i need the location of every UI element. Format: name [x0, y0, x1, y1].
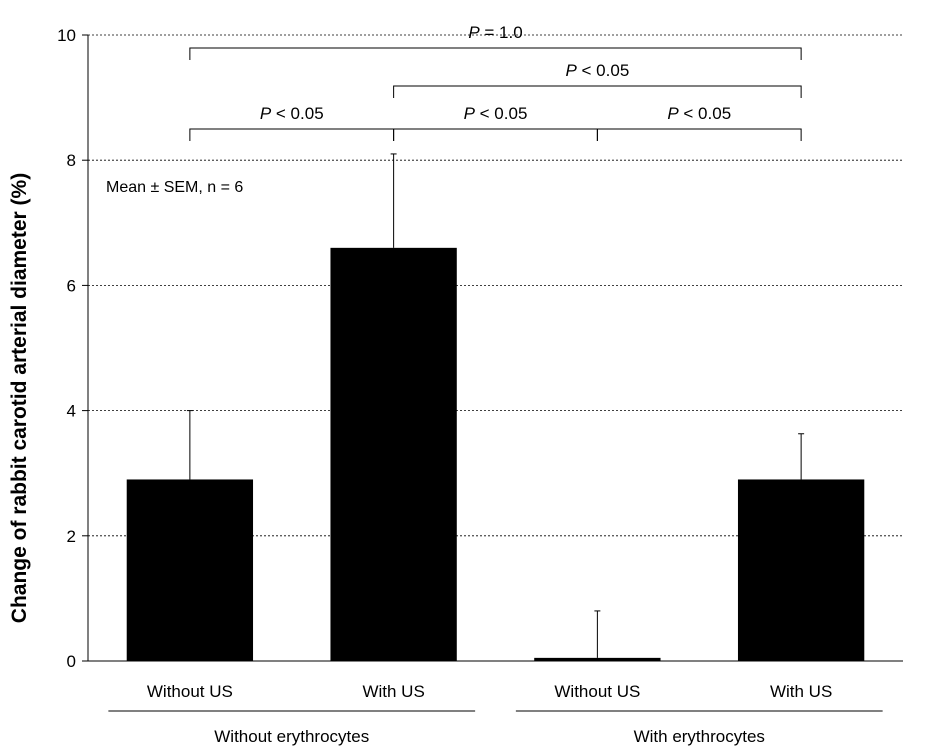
p-value-label: P = 1.0 — [468, 23, 522, 42]
category-label: With US — [770, 682, 832, 701]
group-label: With erythrocytes — [634, 727, 765, 746]
category-label: Without US — [554, 682, 640, 701]
axes — [82, 34, 903, 662]
significance-bracket — [393, 85, 802, 98]
y-tick-label: 0 — [67, 652, 76, 671]
p-value-label: P < 0.05 — [667, 104, 731, 123]
p-value-label: P < 0.05 — [565, 61, 629, 80]
category-label: Without US — [147, 682, 233, 701]
bar — [330, 247, 457, 661]
significance-bracket — [189, 47, 802, 60]
group-label: Without erythrocytes — [214, 727, 369, 746]
summary-annotation: Mean ± SEM, n = 6 — [106, 179, 243, 196]
bars — [126, 153, 865, 661]
labels: 0 2 4 6 8 10 Without US With US Without US With U… — [57, 26, 883, 746]
significance-brackets: P < 0.05 P < 0.05 P < 0.05 P < 0.05 P = 1.0 — [189, 23, 802, 141]
bar — [737, 479, 865, 661]
bar — [534, 657, 661, 661]
y-tick-label: 6 — [67, 276, 76, 295]
y-tick-label: 4 — [67, 402, 76, 421]
significance-bracket — [189, 128, 395, 141]
y-tick-label: 8 — [67, 151, 76, 170]
y-axis-label: Change of rabbit carotid arterial diamet… — [8, 173, 31, 623]
y-tick-label: 10 — [57, 26, 76, 45]
category-label: With US — [362, 682, 424, 701]
y-tick-label: 2 — [67, 527, 76, 546]
significance-bracket — [596, 128, 802, 141]
p-value-label: P < 0.05 — [464, 104, 528, 123]
significance-bracket — [393, 128, 598, 141]
p-value-label: P < 0.05 — [260, 104, 324, 123]
bar — [126, 479, 254, 661]
